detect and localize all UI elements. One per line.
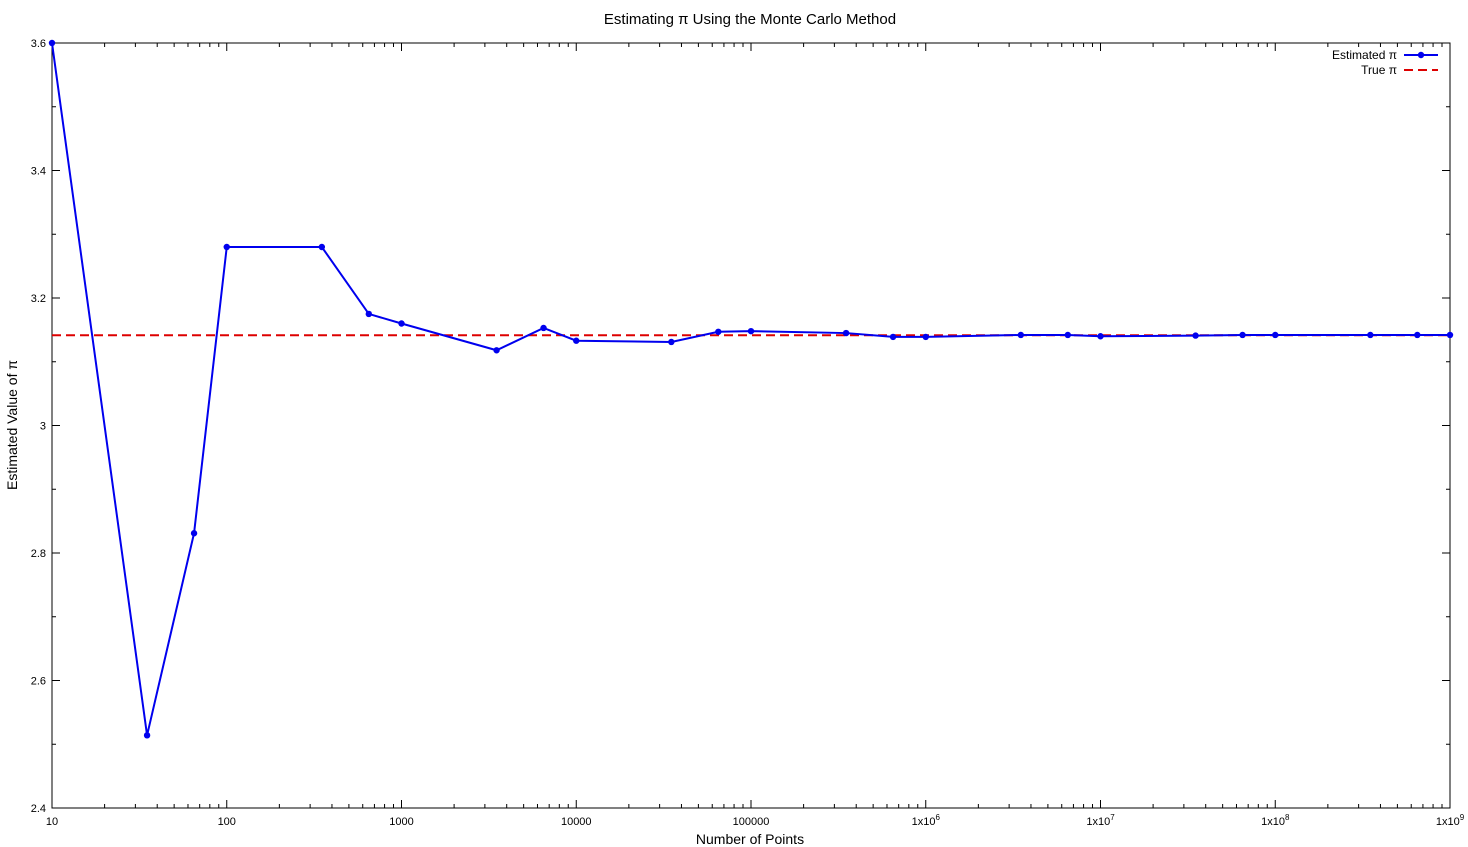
x-tick-exponent: 7	[1110, 813, 1115, 822]
estimated-pi-point	[1097, 333, 1104, 340]
estimated-pi-point	[318, 243, 326, 251]
x-tick-label: 1x108	[1261, 813, 1290, 828]
x-tick-label: 1x109	[1436, 813, 1465, 828]
estimated-pi-point	[1017, 331, 1025, 339]
x-tick-label: 100000	[733, 816, 770, 828]
y-tick-label: 3.2	[31, 293, 46, 305]
legend-label: Estimated π	[1332, 48, 1397, 62]
y-axis-title: Estimated Value of π	[4, 360, 20, 490]
estimated-pi-point	[143, 732, 151, 739]
x-tick-exponent: 6	[935, 813, 940, 822]
y-tick-label: 3	[40, 421, 46, 433]
x-tick-label: 100	[218, 816, 236, 828]
estimated-pi-point	[1272, 331, 1279, 339]
estimated-pi-line	[51, 42, 1450, 736]
estimated-pi-point	[1367, 331, 1374, 339]
y-tick-label: 3.4	[31, 166, 46, 178]
estimated-pi-point	[573, 337, 580, 344]
estimated-pi-point	[48, 39, 56, 47]
x-tick-label: 1000	[389, 816, 413, 828]
estimated-pi-point	[365, 310, 373, 318]
x-tick-exponent: 9	[1460, 813, 1465, 822]
plot-area: 10 100 1000 10000 100000 1x106 1x107 1x108 1x109…	[31, 38, 1465, 828]
x-tick-label: 1x107	[1086, 813, 1115, 828]
x-tick-label: 10	[46, 816, 58, 828]
y-tick-label: 2.4	[31, 803, 46, 815]
plot-frame	[51, 42, 1451, 809]
y-tick-label: 2.8	[31, 548, 46, 560]
y-tick-label: 3.6	[31, 38, 46, 50]
estimated-pi-point	[398, 320, 405, 327]
estimated-pi-point	[1192, 332, 1199, 339]
estimated-pi-point	[540, 324, 547, 332]
estimated-pi-point	[715, 328, 722, 335]
estimated-pi-point	[223, 243, 230, 251]
estimated-pi-point	[922, 333, 929, 341]
estimated-pi-point	[493, 347, 500, 354]
estimated-pi-point	[1414, 331, 1421, 339]
x-tick-exponent: 8	[1285, 813, 1290, 822]
chart-title: Estimating π Using the Monte Carlo Metho…	[604, 11, 896, 28]
x-tick-label: 10000	[561, 816, 592, 828]
estimated-pi-point	[1446, 331, 1454, 339]
legend-label: True π	[1361, 63, 1397, 77]
estimated-pi-point	[668, 338, 675, 346]
estimated-pi-point	[1064, 331, 1072, 339]
y-tick-label: 2.6	[31, 676, 46, 688]
x-axis-title: Number of Points	[696, 831, 804, 847]
legend-marker	[1417, 51, 1425, 59]
x-tick-label: 1x106	[912, 813, 941, 828]
estimated-pi-point	[190, 530, 198, 537]
estimated-pi-point	[1239, 331, 1246, 339]
estimated-pi-point	[747, 327, 755, 335]
estimated-pi-point	[889, 333, 897, 341]
estimated-pi-point	[842, 329, 850, 337]
